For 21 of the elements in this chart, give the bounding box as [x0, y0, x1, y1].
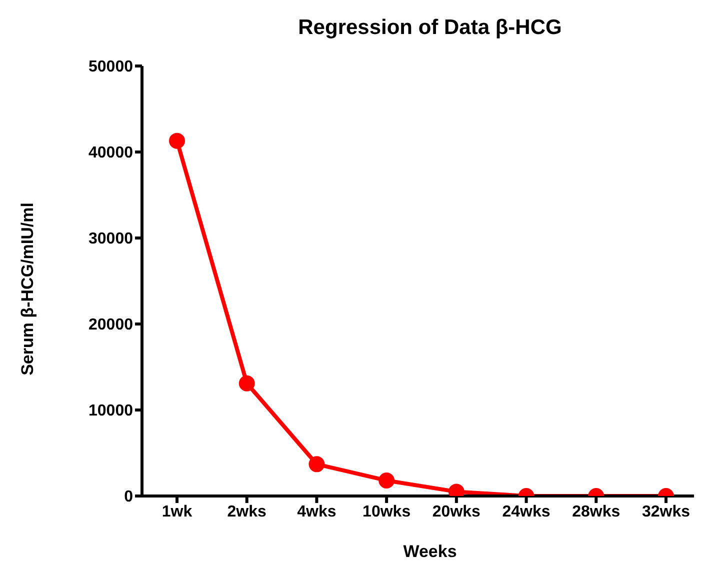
x-tick-label: 2wks	[227, 503, 267, 520]
x-tick-label: 20wks	[432, 503, 481, 520]
x-tick-label: 10wks	[362, 503, 411, 520]
y-tick-label: 20000	[88, 316, 134, 334]
point	[238, 375, 255, 392]
point	[378, 472, 395, 489]
y-tick-label: 50000	[88, 58, 134, 76]
x-tick-label: 24wks	[502, 503, 550, 520]
x-tick-label: 28wks	[572, 503, 620, 520]
y-axis-title: Serum β-HCG/mIU/ml	[18, 202, 38, 376]
chart-title: Regression of Data β-HCG	[297, 16, 563, 40]
y-tick-label: 30000	[88, 230, 134, 248]
x-tick-label: 32wks	[642, 503, 690, 520]
point	[308, 456, 325, 472]
x-tick-label: 4wks	[297, 503, 336, 520]
y-tick-label: 40000	[88, 144, 134, 162]
x-axis-title: Weeks	[402, 542, 458, 562]
y-tick-label: 0	[124, 488, 134, 506]
y-tick-label: 10000	[88, 402, 134, 420]
x-tick-label: 1wk	[162, 503, 192, 520]
point	[169, 132, 185, 149]
